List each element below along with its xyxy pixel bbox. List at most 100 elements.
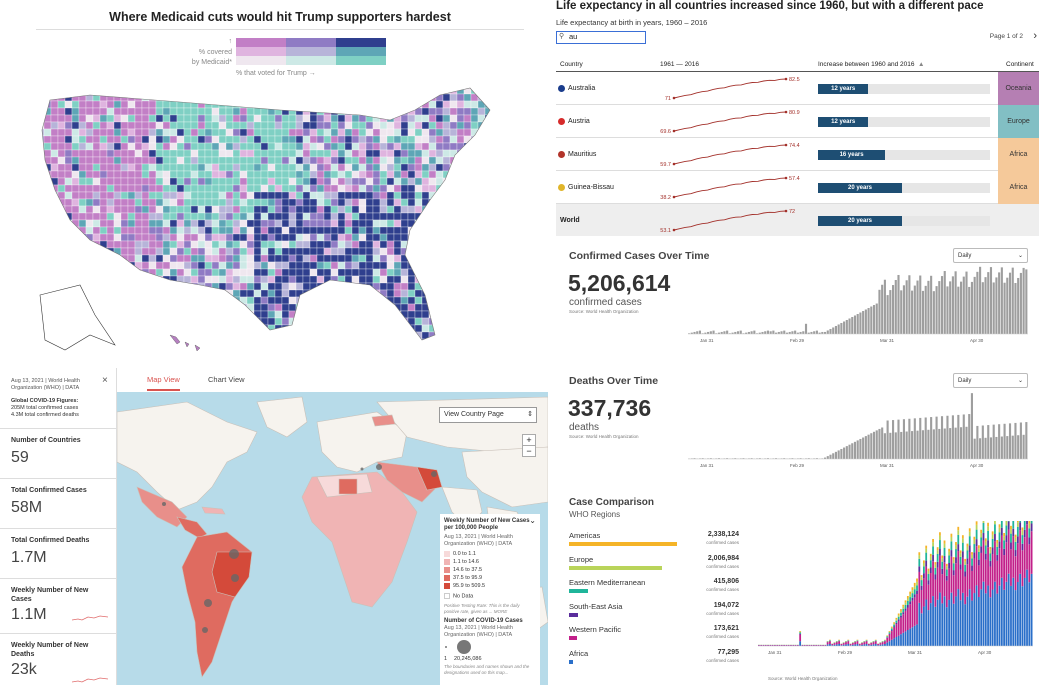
- county: [162, 107, 171, 116]
- tab-map-view[interactable]: Map View: [147, 375, 180, 391]
- county: [127, 156, 136, 165]
- county: [71, 142, 80, 151]
- bar: [834, 325, 837, 334]
- county: [295, 170, 304, 179]
- deaths-bar-chart[interactable]: Jan 31 Feb 29 Mar 31 Apr 30: [678, 391, 1033, 471]
- confirmed-bar-chart[interactable]: Jan 31 Feb 29 Mar 31 Apr 30: [678, 266, 1033, 346]
- world-map[interactable]: View Country Page ⇕ + − ⌄ Weekly Number …: [117, 392, 548, 685]
- stat-value: 58M: [11, 499, 43, 516]
- spark-end-label: 72: [789, 209, 795, 215]
- county: [232, 268, 241, 277]
- region-row[interactable]: South-East Asia 194,072 confirmed cases: [569, 602, 739, 624]
- stack-segment: [952, 570, 955, 576]
- stack-segment: [966, 564, 969, 597]
- county: [246, 93, 255, 102]
- county: [30, 339, 37, 346]
- county: [492, 304, 499, 311]
- county: [428, 93, 437, 102]
- county: [71, 156, 80, 165]
- region-row[interactable]: Western Pacific 173,621 confirmed cases: [569, 625, 739, 647]
- county: [393, 247, 402, 256]
- county: [183, 163, 192, 172]
- bar: [892, 420, 895, 459]
- sort-icon[interactable]: ▲: [918, 61, 925, 68]
- county: [85, 226, 94, 235]
- region-row[interactable]: Eastern Mediterranean 415,806 confirmed ca…: [569, 578, 739, 600]
- county: [148, 198, 157, 207]
- region-row[interactable]: Americas 2,338,124 confirmed cases: [569, 531, 739, 553]
- collapse-legend-icon[interactable]: ⌄: [529, 516, 536, 525]
- county: [134, 219, 143, 228]
- county: [330, 88, 339, 95]
- region-row[interactable]: Africa 77,295 confirmed cases: [569, 649, 739, 671]
- stack-segment: [826, 644, 829, 646]
- stack-segment: [968, 528, 971, 532]
- county: [492, 199, 499, 206]
- stack-segment: [973, 558, 976, 594]
- table-row[interactable]: Guinea-Bissau 38.2 57.4 20 years Africa: [556, 171, 1039, 204]
- county: [127, 191, 136, 200]
- county: [386, 149, 395, 158]
- county: [127, 317, 136, 326]
- country-page-select[interactable]: View Country Page ⇕: [439, 407, 537, 423]
- county: [190, 324, 199, 333]
- county: [30, 346, 37, 353]
- county: [106, 114, 115, 123]
- tab-chart-view[interactable]: Chart View: [208, 375, 245, 384]
- county: [351, 88, 360, 95]
- stacked-region-chart[interactable]: Jan 31 Feb 29 Mar 31 Apr 30: [748, 521, 1038, 661]
- county: [428, 114, 437, 123]
- county: [316, 282, 325, 291]
- us-county-map[interactable]: [30, 80, 500, 365]
- county: [204, 240, 213, 249]
- county: [99, 198, 108, 207]
- county: [456, 198, 465, 207]
- county: [225, 303, 234, 312]
- bar: [753, 330, 756, 334]
- county: [302, 177, 311, 186]
- county: [42, 114, 45, 123]
- header-increase[interactable]: Increase between 1960 and 2016: [818, 61, 915, 68]
- county: [232, 205, 241, 214]
- table-row[interactable]: Australia 71 82.5 12 years Oceania: [556, 72, 1039, 105]
- header-range[interactable]: 1961 — 2016: [660, 61, 700, 68]
- close-icon[interactable]: ×: [102, 375, 108, 386]
- county: [484, 121, 490, 130]
- county: [43, 254, 52, 263]
- county: [183, 289, 192, 298]
- table-row[interactable]: Mauritius 59.7 74.4 16 years Africa: [556, 138, 1039, 171]
- county: [267, 114, 276, 123]
- county: [57, 88, 66, 95]
- county: [386, 317, 395, 326]
- region-row[interactable]: Europe 2,006,984 confirmed cases: [569, 555, 739, 577]
- table-row[interactable]: Austria 69.6 80.9 12 years Europe: [556, 105, 1039, 138]
- next-page-icon[interactable]: ›: [1033, 30, 1037, 42]
- county: [134, 156, 143, 165]
- county: [42, 107, 45, 116]
- county: [484, 268, 490, 277]
- stack-segment: [987, 547, 989, 586]
- county: [92, 121, 101, 130]
- deaths-frequency-dropdown[interactable]: Daily ⌄: [953, 373, 1028, 388]
- header-country[interactable]: Country: [560, 61, 583, 68]
- stack-segment: [925, 599, 928, 646]
- header-continent[interactable]: Continent: [1006, 61, 1034, 68]
- table-row[interactable]: World 53.1 72 20 years: [556, 204, 1039, 236]
- county: [57, 331, 66, 340]
- county: [344, 268, 353, 277]
- zoom-out-button[interactable]: −: [526, 446, 532, 456]
- county: [316, 142, 325, 151]
- county: [93, 346, 100, 353]
- county: [246, 289, 255, 298]
- confirmed-frequency-dropdown[interactable]: Daily ⌄: [953, 248, 1028, 263]
- county: [211, 212, 220, 221]
- county: [302, 114, 311, 123]
- country-search-input[interactable]: ⚲ au: [556, 31, 646, 44]
- county: [288, 88, 297, 95]
- county: [43, 310, 52, 319]
- county: [365, 310, 374, 319]
- county: [85, 296, 94, 305]
- county: [155, 268, 164, 277]
- zoom-in-button[interactable]: +: [523, 435, 535, 446]
- county: [113, 296, 122, 305]
